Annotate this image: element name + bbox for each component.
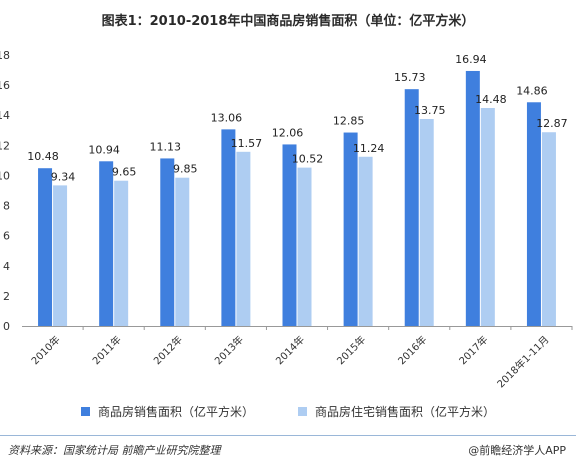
- data-label-series-1: 11.13: [150, 140, 182, 153]
- x-tick-label: 2018年1-11月: [494, 333, 551, 390]
- y-tick-label: 18: [0, 49, 10, 62]
- legend-label-series-1: 商品房销售面积（亿平方米）: [97, 405, 254, 419]
- legend-item-series-1: 商品房销售面积（亿平方米）: [80, 403, 254, 420]
- data-label-series-2: 12.87: [536, 117, 568, 130]
- bar-series-1: [99, 161, 114, 326]
- data-label-series-2: 9.85: [173, 163, 198, 176]
- bar-series-2: [541, 132, 556, 326]
- data-label-series-1: 15.73: [394, 71, 426, 84]
- bar-series-2: [175, 177, 190, 326]
- bar-series-1: [38, 168, 53, 326]
- y-tick-label: 6: [3, 230, 10, 243]
- bar-series-1: [526, 102, 541, 326]
- x-tick-label: 2014年: [273, 333, 307, 367]
- data-label-series-1: 16.94: [455, 53, 487, 66]
- data-label-series-2: 10.52: [292, 153, 324, 166]
- bar-series-2: [297, 167, 312, 326]
- x-tick-label: 2015年: [334, 333, 368, 367]
- bar-series-1: [282, 144, 297, 326]
- data-label-series-1: 10.48: [27, 150, 59, 163]
- x-tick-label: 2017年: [456, 333, 490, 367]
- bar-series-2: [53, 185, 68, 326]
- bar-series-1: [221, 129, 236, 326]
- data-label-series-2: 14.48: [475, 93, 507, 106]
- bar-series-2: [480, 107, 495, 327]
- bar-series-2: [114, 180, 129, 326]
- data-label-series-1: 10.94: [88, 143, 120, 156]
- bar-series-1: [160, 158, 175, 326]
- data-label-series-2: 11.57: [231, 137, 263, 150]
- y-tick-label: 16: [0, 79, 10, 92]
- bar-series-2: [236, 151, 251, 326]
- x-tick-label: 2010年: [28, 333, 62, 367]
- data-label-series-1: 13.06: [211, 111, 243, 124]
- legend-swatch-series-2: [298, 407, 307, 416]
- y-tick-label: 8: [3, 200, 10, 213]
- y-tick-label: 14: [0, 109, 10, 122]
- data-label-series-2: 13.75: [414, 104, 446, 117]
- data-label-series-1: 12.85: [333, 115, 365, 128]
- legend-swatch-series-1: [80, 407, 90, 416]
- x-tick-label: 2011年: [90, 333, 124, 367]
- bar-series-1: [404, 89, 419, 326]
- x-tick-label: 2012年: [151, 333, 185, 367]
- y-tick-label: 10: [0, 169, 10, 182]
- bar-series-1: [343, 132, 358, 326]
- legend-item-series-2: 商品房住宅销售面积（亿平方米）: [298, 403, 495, 420]
- legend-label-series-2: 商品房住宅销售面积（亿平方米）: [315, 405, 496, 419]
- bar-chart: 0 2 4 6 8 10 12 14 16 18 10.48 9.34 2010年 10.94 9.65 20…: [0, 49, 573, 390]
- y-tick-label: 2: [3, 290, 10, 303]
- chart-title: 图表1：2010-2018年中国商品房销售面积（单位：亿平方米）: [101, 14, 475, 29]
- source-note: 资料来源：国家统计局 前瞻产业研究院整理: [8, 444, 221, 457]
- data-label-series-1: 12.06: [272, 126, 304, 139]
- data-label-series-2: 11.24: [353, 142, 385, 155]
- y-tick-label: 4: [3, 260, 10, 273]
- data-label-series-2: 9.34: [51, 170, 76, 183]
- bar-series-2: [419, 118, 434, 326]
- footer-divider: [0, 435, 576, 436]
- y-tick-label: 12: [0, 139, 10, 152]
- x-tick-label: 2013年: [212, 333, 246, 367]
- x-tick-label: 2016年: [395, 333, 429, 367]
- data-label-series-1: 14.86: [516, 84, 548, 97]
- brand-credit-text: @前瞻经济学人APP: [468, 444, 566, 457]
- bar-series-1: [465, 70, 480, 326]
- brand-credit: @前瞻经济学人APP: [468, 442, 566, 458]
- bar-series-2: [358, 156, 373, 326]
- legend: 商品房销售面积（亿平方米） 商品房住宅销售面积（亿平方米）: [0, 403, 576, 420]
- y-tick-label: 0: [3, 320, 10, 333]
- data-label-series-2: 9.65: [112, 166, 137, 179]
